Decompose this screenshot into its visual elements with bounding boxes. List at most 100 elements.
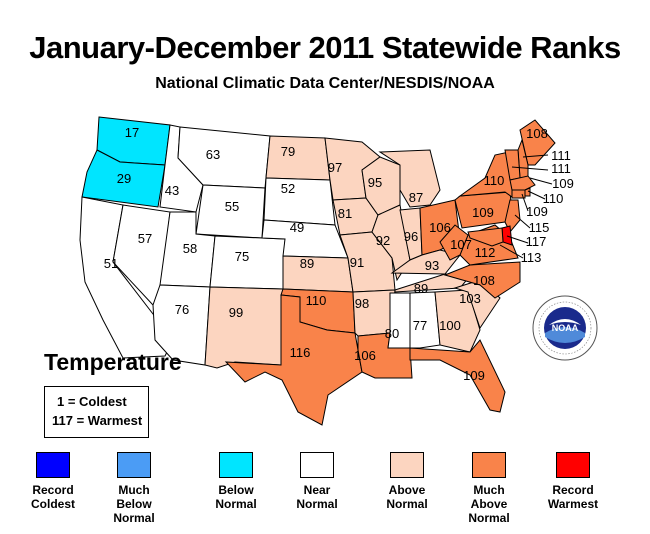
rank-label-ia: 81 (338, 206, 352, 221)
rank-label-nh: 111 (551, 148, 571, 163)
rank-label-nm: 99 (229, 305, 243, 320)
map-title: January-December 2011 Statewide Ranks (29, 30, 621, 65)
rank-label-me: 108 (526, 126, 548, 141)
rank-label-in: 96 (404, 229, 418, 244)
rank-label-mn: 97 (328, 160, 342, 175)
rank-label-de: 117 (526, 234, 547, 249)
state-md (467, 227, 504, 247)
rank-label-ga: 100 (439, 318, 461, 333)
legend-swatch (219, 452, 253, 478)
rank-label-co: 75 (235, 249, 249, 264)
rank-label-ms: 80 (385, 326, 399, 341)
rank-label-wv: 107 (450, 237, 472, 252)
legend-label: Near Normal (296, 483, 338, 511)
state-mi (378, 149, 441, 208)
leader-line-nh (522, 154, 549, 158)
legend-swatch (556, 452, 590, 478)
state-ms (387, 292, 411, 349)
state-il (371, 204, 411, 282)
rank-label-nd: 79 (281, 144, 295, 159)
legend-item: Much Above Normal (449, 452, 529, 525)
legend-item: Near Normal (277, 452, 357, 511)
leader-line-ct (521, 193, 529, 212)
state-nj (504, 199, 521, 233)
rank-label-ok: 110 (306, 293, 327, 308)
key-warmest: 117 = Warmest (52, 413, 143, 428)
state-nm (204, 286, 284, 369)
legend-label: Record Warmest (547, 483, 599, 511)
rank-label-sc: 103 (459, 291, 481, 306)
leader-line-ma (529, 177, 553, 185)
state-ct (511, 189, 526, 199)
rank-label-ks: 89 (300, 256, 314, 271)
legend-swatch (390, 452, 424, 478)
state-tx (224, 294, 363, 426)
rank-label-fl: 109 (463, 368, 485, 383)
rank-label-al: 77 (413, 318, 427, 333)
rank-label-pa: 109 (472, 205, 494, 220)
leader-line-ri (527, 190, 546, 200)
legend-item: Record Warmest (533, 452, 613, 511)
leader-line-md (499, 244, 524, 259)
rank-label-ne: 49 (290, 220, 304, 235)
rank-label-mi: 87 (409, 190, 423, 205)
rank-label-ny: 110 (484, 173, 505, 188)
legend-swatch (472, 452, 506, 478)
rank-label-ma: 109 (552, 176, 574, 191)
rank-label-ky: 93 (425, 258, 439, 273)
map-subtitle: National Climatic Data Center/NESDIS/NOA… (155, 75, 495, 92)
leader-line-vt (511, 166, 549, 171)
state-tn (394, 273, 472, 293)
rank-label-vt: 111 (551, 161, 571, 176)
rank-label-id: 43 (165, 183, 179, 198)
svg-text:NOAA: NOAA (552, 323, 579, 333)
rank-label-nj: 115 (529, 220, 550, 235)
legend-item: Below Normal (196, 452, 276, 511)
legend-label: Much Above Normal (468, 483, 510, 525)
rank-label-nc: 108 (473, 273, 495, 288)
rank-label-or: 29 (117, 171, 131, 186)
legend-swatch (117, 452, 151, 478)
state-al (409, 291, 441, 349)
rank-label-mo: 91 (350, 255, 364, 270)
rank-label-ut: 58 (183, 241, 197, 256)
rank-label-az: 76 (175, 302, 189, 317)
rank-label-tn: 89 (414, 281, 428, 296)
temperature-label: Temperature (44, 349, 182, 375)
rank-label-sd: 52 (281, 181, 295, 196)
legend-item: Much Below Normal (94, 452, 174, 525)
rank-label-ar: 98 (355, 296, 369, 311)
rank-label-tx: 116 (290, 345, 311, 360)
rank-label-wy: 55 (225, 199, 239, 214)
key-coldest: 1 = Coldest (57, 394, 127, 409)
state-ks (282, 255, 354, 293)
rank-label-wa: 17 (125, 125, 139, 140)
rank-label-ri: 110 (543, 191, 564, 206)
state-sd (263, 177, 336, 226)
rank-label-mt: 63 (206, 147, 220, 162)
legend-item: Above Normal (367, 452, 447, 511)
legend-label: Above Normal (386, 483, 428, 511)
rank-label-md: 113 (521, 250, 542, 265)
rank-label-il: 92 (376, 233, 390, 248)
legend-label: Below Normal (215, 483, 257, 511)
state-or (81, 149, 166, 208)
rank-label-wi: 95 (368, 175, 382, 190)
rank-label-oh: 106 (429, 220, 451, 235)
legend-swatch (36, 452, 70, 478)
state-wv (439, 224, 469, 261)
noaa-logo: NOAA (532, 295, 598, 361)
rank-label-va: 112 (475, 245, 496, 260)
rank-label-la: 106 (354, 348, 376, 363)
rank-label-nv: 57 (138, 231, 152, 246)
leader-line-nj (514, 214, 531, 229)
rank-label-ca: 51 (104, 256, 118, 271)
legend-swatch (300, 452, 334, 478)
leader-line-de (506, 235, 529, 244)
state-fl (409, 339, 506, 413)
rank-key: 1 = Coldest 117 = Warmest (44, 386, 149, 438)
legend-label: Much Below Normal (113, 483, 155, 525)
legend-label: Record Coldest (30, 483, 75, 511)
state-nd (265, 135, 331, 181)
